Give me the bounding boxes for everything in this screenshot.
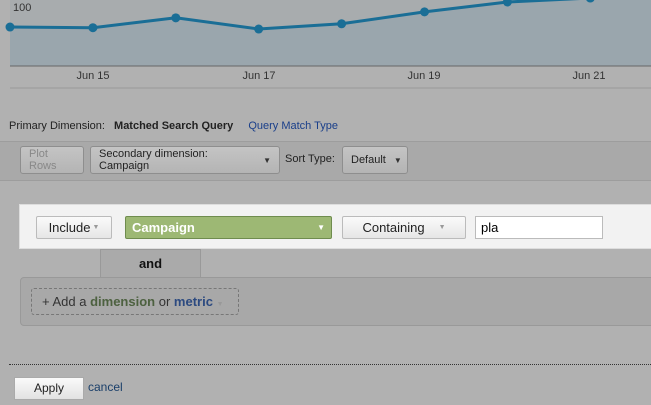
apply-button[interactable]: Apply	[14, 377, 84, 400]
chart-series-line	[9, 0, 581, 31]
include-dropdown[interactable]: Include ▼	[36, 216, 112, 239]
caret-down-icon: ▼	[92, 224, 100, 231]
divider	[9, 364, 651, 365]
caret-down-icon: ▼	[438, 224, 446, 231]
plot-rows-button[interactable]: Plot Rows	[20, 146, 84, 174]
sort-type-dropdown[interactable]: Default ▼	[342, 146, 408, 174]
caret-down-icon: ▼	[216, 301, 224, 308]
match-type-dropdown[interactable]: Containing ▼	[342, 216, 466, 239]
chart-point[interactable]	[171, 13, 181, 23]
chart-point[interactable]	[420, 7, 429, 17]
add-dimension-or-metric-button[interactable]: + Add a dimension or metric ▼	[31, 288, 239, 315]
caret-down-icon: ▼	[263, 155, 271, 165]
add-prefix-text: + Add a	[42, 294, 87, 309]
line-chart	[5, 0, 651, 89]
filter-row: Include ▼ Campaign ▼ Containing ▼	[19, 204, 651, 249]
chart-point[interactable]	[254, 24, 264, 34]
dimension-matched-search-query[interactable]: Matched Search Query	[114, 120, 234, 132]
dimension-label: Campaign	[132, 220, 195, 235]
sort-type-label: Sort Type:	[285, 153, 335, 165]
include-label: Include	[48, 220, 91, 235]
caret-down-icon: ▼	[393, 155, 402, 165]
x-tick-label: Jun 19	[407, 70, 441, 82]
x-tick-label: Jun 21	[572, 70, 606, 82]
x-tick-label: Jun 15	[76, 70, 110, 82]
primary-dimension-bar: Primary Dimension: Matched Search Query …	[9, 120, 338, 132]
add-dimension-text: dimension	[90, 294, 156, 309]
match-type-label: Containing	[362, 220, 425, 235]
chart-point[interactable]	[88, 23, 98, 33]
chart-area-fill	[10, 0, 651, 66]
primary-dimension-label: Primary Dimension:	[9, 120, 105, 132]
caret-down-icon: ▼	[317, 223, 325, 232]
campaign-dimension-dropdown[interactable]: Campaign ▼	[125, 216, 332, 239]
chart-point[interactable]	[586, 0, 595, 3]
dimension-query-match-type-link[interactable]: Query Match Type	[248, 120, 338, 132]
filter-value-input[interactable]	[475, 216, 603, 239]
secondary-dimension-dropdown[interactable]: Secondary dimension: Campaign ▼	[90, 146, 280, 174]
add-metric-text: metric	[173, 294, 213, 309]
secondary-dimension-label: Secondary dimension: Campaign	[99, 148, 208, 172]
chart-point[interactable]	[5, 22, 15, 32]
x-tick-label: Jun 17	[242, 70, 276, 82]
and-condition-panel	[20, 277, 651, 326]
sort-type-value: Default	[351, 154, 386, 166]
cancel-link[interactable]: cancel	[88, 380, 123, 394]
chart-point[interactable]	[502, 0, 512, 7]
and-tab[interactable]: and	[100, 249, 201, 278]
y-tick-label: 100	[13, 2, 32, 14]
chart-point[interactable]	[337, 19, 347, 29]
add-or-text: or	[158, 294, 171, 309]
